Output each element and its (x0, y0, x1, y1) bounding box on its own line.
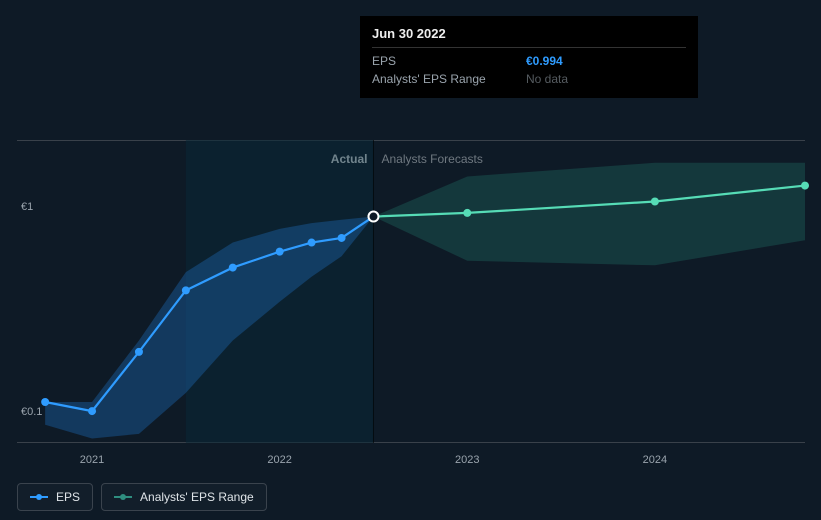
chart-legend: EPS Analysts' EPS Range (17, 483, 267, 511)
tooltip-row-label: EPS (372, 54, 502, 68)
tooltip-row: EPS €0.994 (372, 52, 686, 70)
tooltip-row-value: €0.994 (526, 54, 563, 68)
legend-item[interactable]: EPS (17, 483, 93, 511)
legend-swatch (114, 493, 132, 501)
tooltip-row-value: No data (526, 72, 568, 86)
legend-label: EPS (56, 490, 80, 504)
chart-plot-area[interactable] (17, 140, 805, 443)
legend-label: Analysts' EPS Range (140, 490, 254, 504)
chart-svg (17, 140, 805, 442)
tooltip-row-label: Analysts' EPS Range (372, 72, 502, 86)
x-axis-label: 2021 (80, 454, 104, 466)
chart-stage: Jun 30 2022 EPS €0.994 Analysts' EPS Range… (0, 0, 821, 520)
y-axis-label: €1 (21, 201, 33, 213)
y-axis-label: €0.1 (21, 406, 42, 418)
hover-tooltip: Jun 30 2022 EPS €0.994 Analysts' EPS Range… (360, 16, 698, 98)
tooltip-row: Analysts' EPS Range No data (372, 70, 686, 88)
tooltip-date: Jun 30 2022 (372, 26, 686, 41)
x-axis-label: 2023 (455, 454, 479, 466)
x-axis: 2021 2022 2023 2024 (17, 448, 805, 468)
x-axis-label: 2022 (267, 454, 291, 466)
legend-item[interactable]: Analysts' EPS Range (101, 483, 267, 511)
x-axis-label: 2024 (643, 454, 667, 466)
legend-swatch (30, 493, 48, 501)
tooltip-divider (372, 47, 686, 48)
